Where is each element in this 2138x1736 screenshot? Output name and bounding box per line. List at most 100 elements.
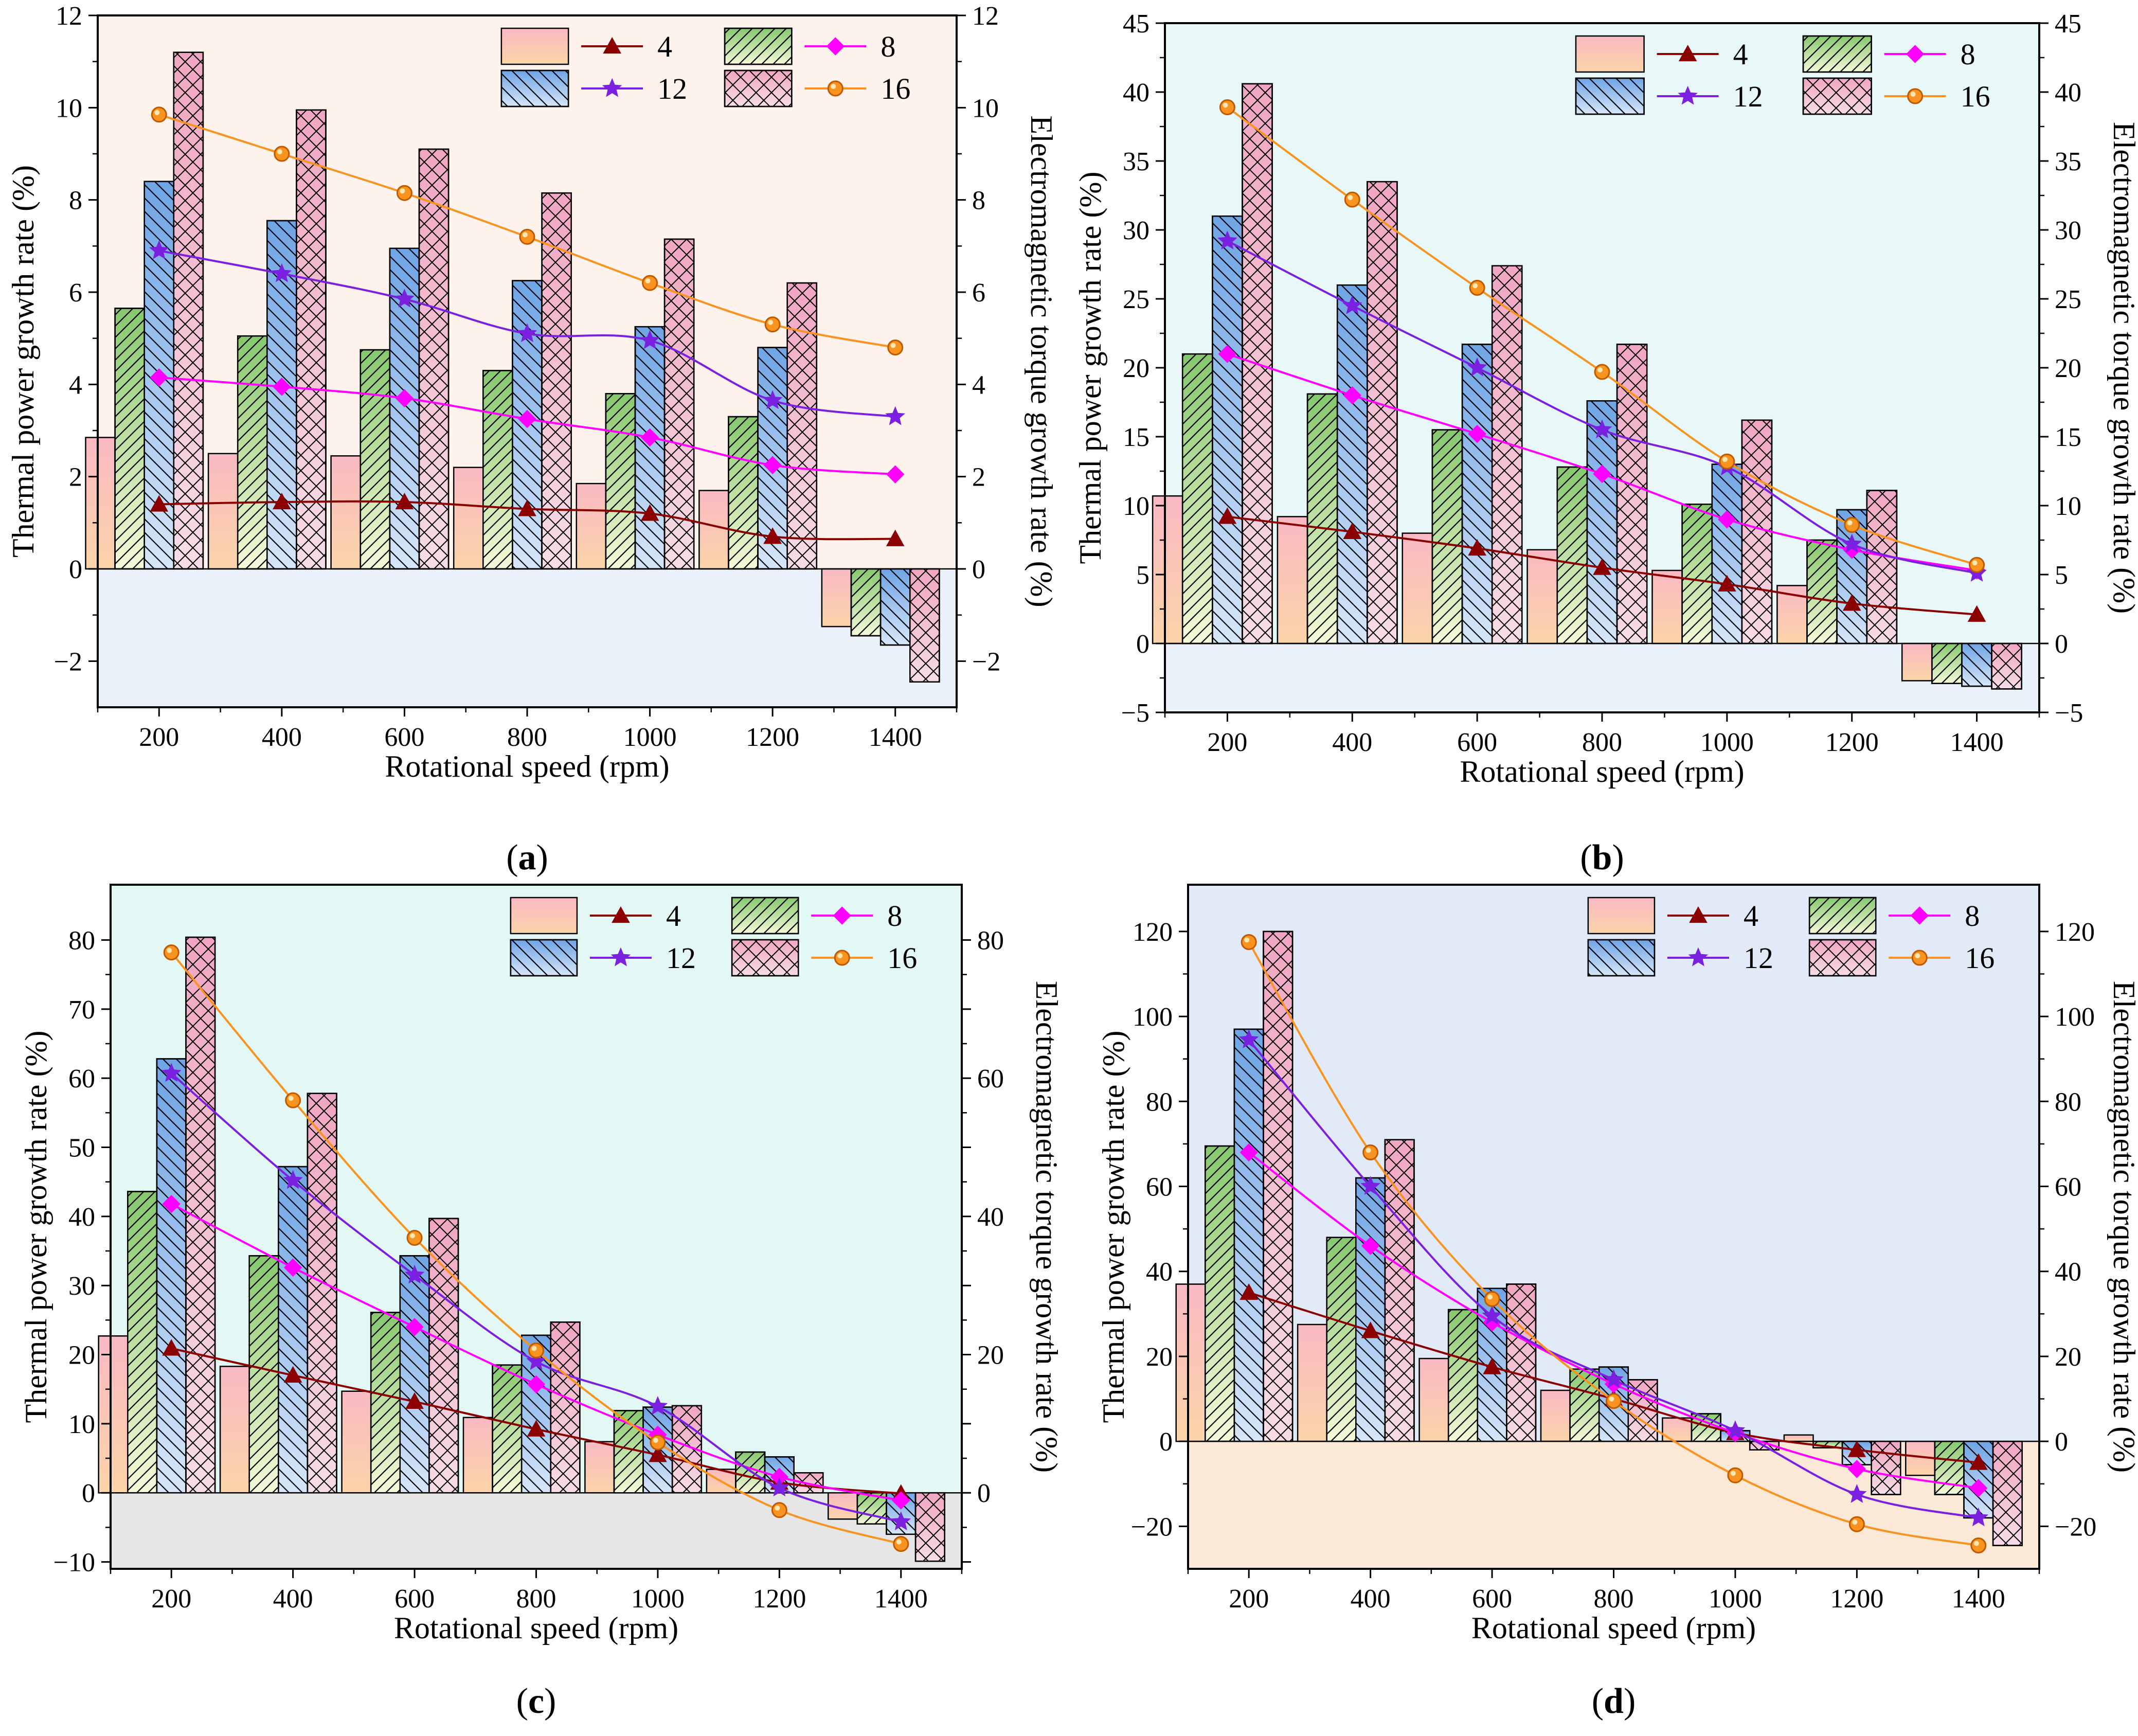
legend-label-12: 12 — [666, 941, 696, 975]
bar-hatch-16-1400 — [909, 568, 940, 683]
bar-4-200 — [98, 1335, 129, 1494]
marker-8-400 — [1361, 1237, 1380, 1255]
y2-tick-label: 45 — [2055, 9, 2081, 39]
marker-4-600 — [405, 1392, 424, 1409]
legend-marker-12 — [1678, 85, 1698, 105]
y2-tick-label: 4 — [972, 370, 985, 400]
bar-hatch-16-600 — [428, 1218, 459, 1494]
y2-tick-label: 40 — [2055, 1258, 2081, 1287]
marker-8-800 — [1593, 464, 1611, 484]
bar-hatch-12-1000 — [634, 326, 666, 570]
marker-16-1200-shine — [1847, 520, 1853, 526]
y-axis-label: Thermal power growth rate (%) — [1073, 171, 1107, 564]
bar-hatch-12-400 — [1355, 1177, 1386, 1442]
marker-12-600 — [404, 1264, 425, 1284]
x-tick-label: 800 — [507, 723, 547, 752]
y-tick-label: 5 — [1136, 561, 1149, 590]
series-line-16 — [1248, 941, 1979, 1547]
bar-hatch-16-1400 — [1991, 642, 2022, 690]
x-tick-label: 1000 — [631, 1584, 685, 1614]
marker-4-200 — [1239, 1283, 1259, 1300]
marker-16-1200 — [771, 1502, 787, 1518]
y2-tick-label: 40 — [977, 1203, 1004, 1232]
x-tick-label: 1400 — [1952, 1584, 2005, 1614]
x-tick-label: 600 — [1472, 1584, 1512, 1614]
x-tick-label: 1400 — [874, 1584, 928, 1614]
bar-hatch-8-1000 — [605, 393, 636, 570]
y2-tick-label: 15 — [2055, 423, 2081, 452]
marker-16-200-shine — [1223, 102, 1228, 108]
bar-4-800 — [1526, 549, 1558, 645]
bar-hatch-12-1400 — [879, 568, 911, 646]
marker-12-400 — [1360, 1176, 1380, 1195]
bar-hatch-12-600 — [399, 1255, 430, 1494]
bar-hatch-8-800 — [1556, 466, 1588, 645]
marker-12-800 — [526, 1351, 546, 1370]
y2-tick-label: 80 — [2055, 1087, 2081, 1117]
legend-swatch-hatch-16 — [1802, 77, 1872, 115]
y2-tick-label: −2 — [972, 647, 1000, 676]
panel-b: −5 −5 0 0 5 5 10 10 15 15 20 20 25 25 30 30 35 35 40 40 45 45… — [1073, 9, 2138, 878]
legend-marker-4 — [603, 37, 622, 54]
marker-12-1200 — [1842, 533, 1862, 553]
legend-label-4: 4 — [666, 899, 681, 933]
x-tick-label: 400 — [1351, 1584, 1391, 1614]
marker-4-600 — [1483, 1357, 1501, 1374]
marker-16-1000 — [1727, 1467, 1744, 1483]
legend-marker-4 — [612, 906, 630, 923]
x-tick-label: 200 — [139, 723, 179, 752]
legend-swatch-hatch-8 — [1808, 897, 1877, 935]
plot-background-negative — [98, 569, 957, 707]
marker-16-1200-shine — [1852, 1519, 1858, 1525]
bar-hatch-8-1400 — [1934, 1440, 1965, 1495]
legend-swatch-hatch-8 — [731, 897, 799, 935]
bar-hatch-16-600 — [1506, 1283, 1537, 1442]
legend-swatch-hatch-12 — [510, 939, 578, 977]
x-tick-label: 1200 — [1830, 1584, 1883, 1614]
marker-12-600 — [1467, 357, 1487, 377]
marker-8-200 — [1218, 345, 1237, 363]
y2-axis-label: Electromagnetic torque growth rate (%) — [2107, 981, 2138, 1473]
legend-label-4: 4 — [1733, 38, 1748, 71]
marker-16-400-shine — [1348, 195, 1353, 201]
bar-4-600 — [1418, 1357, 1449, 1442]
x-tick-label: 1000 — [1700, 728, 1754, 757]
x-tick-label: 1200 — [746, 723, 799, 752]
y2-axis-label: Electromagnetic torque growth rate (%) — [1030, 981, 1064, 1473]
bar-4-1000 — [576, 482, 607, 570]
legend-marker-12 — [1688, 947, 1709, 967]
marker-12-1400 — [1968, 1507, 1989, 1527]
y2-tick-label: 6 — [972, 278, 985, 308]
legend-marker-8 — [1910, 906, 1929, 925]
marker-16-1400 — [1969, 557, 1985, 573]
panel-c: −10 0 0 10 20 20 30 40 40 50 60 60 70 80 80 200 400 600 80… — [19, 884, 1064, 1721]
bar-hatch-8-1200 — [1806, 539, 1838, 645]
legend-marker-16-shine — [831, 84, 836, 89]
marker-16-1000-shine — [1730, 1471, 1736, 1476]
marker-16-600 — [1469, 280, 1485, 296]
legend-label-4: 4 — [1744, 899, 1758, 933]
bar-hatch-8-800 — [492, 1364, 523, 1494]
bar-hatch-8-1200 — [735, 1451, 766, 1494]
x-tick-label: 800 — [1582, 728, 1622, 757]
marker-12-400 — [272, 263, 292, 282]
panel-label: (b) — [1580, 838, 1624, 878]
bar-4-800 — [1540, 1389, 1571, 1442]
legend-marker-16-shine — [1915, 953, 1920, 958]
marker-16-200-shine — [1244, 937, 1250, 943]
panel-label: (a) — [506, 838, 548, 878]
marker-4-800 — [518, 499, 536, 516]
marker-16-1200 — [764, 316, 781, 333]
marker-16-200 — [163, 944, 179, 961]
legend-marker-16-shine — [837, 953, 843, 958]
legend-label-8: 8 — [1961, 38, 1975, 71]
x-axis-label: Rotational speed (rpm) — [385, 749, 669, 783]
legend-marker-8 — [826, 37, 845, 56]
marker-16-600-shine — [1472, 283, 1478, 289]
marker-8-1200 — [1847, 1460, 1866, 1478]
bar-hatch-16-200 — [1263, 930, 1293, 1442]
bar-4-400 — [207, 453, 239, 570]
bar-hatch-16-600 — [418, 148, 450, 570]
bar-hatch-8-200 — [1205, 1145, 1235, 1442]
y-tick-label: 6 — [69, 278, 82, 308]
